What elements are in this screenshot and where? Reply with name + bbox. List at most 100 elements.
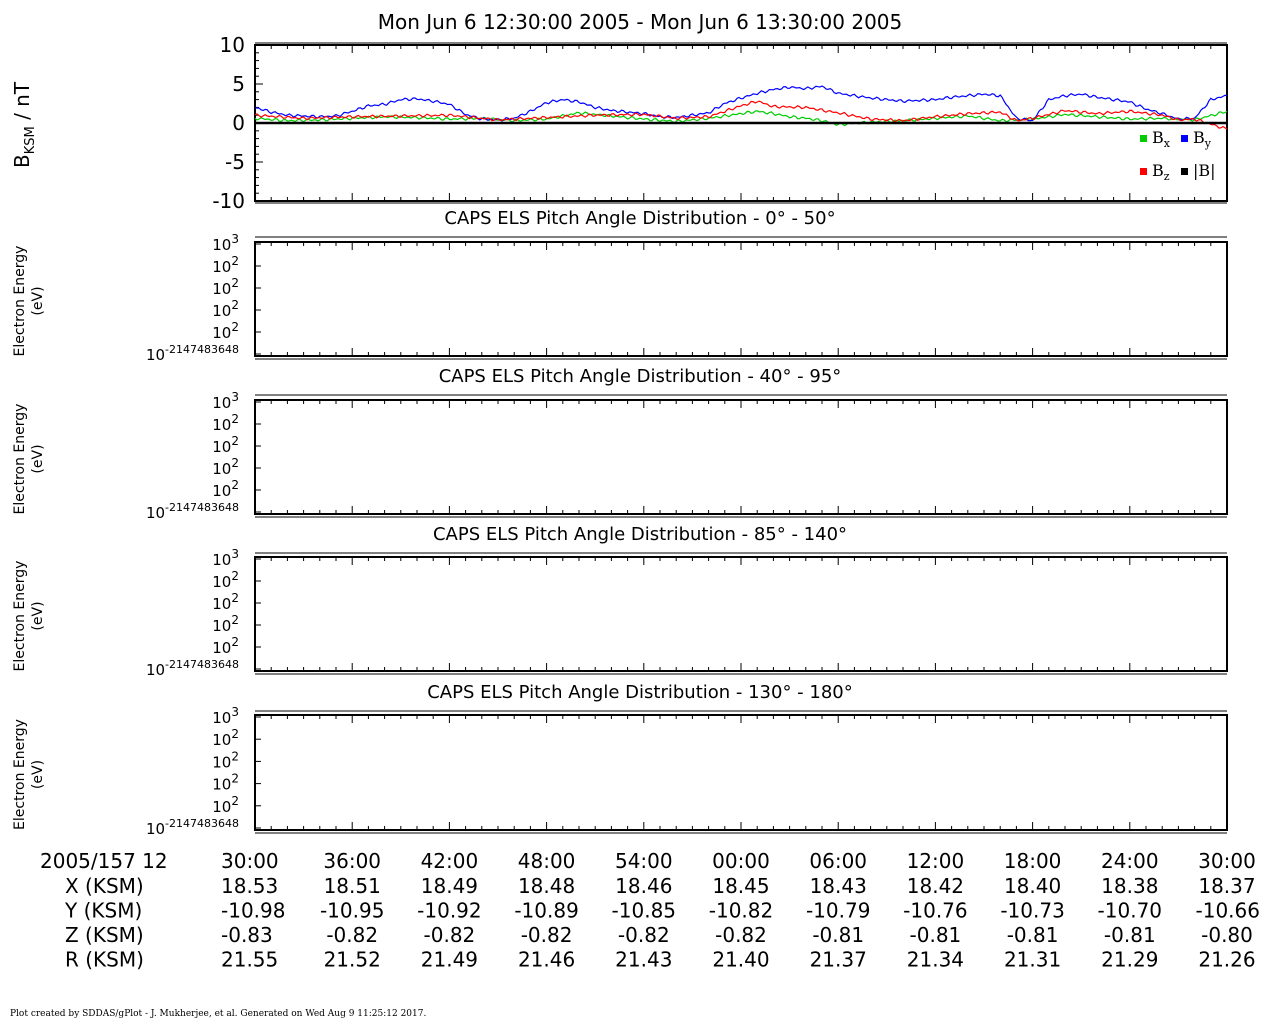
- legend-label: By: [1193, 128, 1212, 150]
- pad-panel-1-ytick-label: 103: [212, 232, 239, 254]
- pad-panel-3-ylabel-line1: Electron Energy: [12, 561, 28, 672]
- ephemeris-value: 18.38: [1101, 874, 1158, 898]
- ephemeris-value: 21.37: [810, 948, 867, 972]
- ephemeris-value: 21.55: [221, 948, 278, 972]
- pad-panel-3-ytick-label: 102: [212, 591, 239, 613]
- ephemeris-time-tick: 06:00: [809, 849, 867, 873]
- pad-panel-3-ytick-label: 103: [212, 547, 239, 569]
- ephemeris-value: 21.34: [907, 948, 964, 972]
- ephemeris-value: -0.82: [715, 923, 767, 947]
- ephemeris-value: -0.82: [424, 923, 476, 947]
- legend-swatch: [1181, 135, 1188, 142]
- ephemeris-value: -0.83: [221, 923, 273, 947]
- pad-panel-4-ytick-label: 102: [212, 749, 239, 771]
- ephemeris-value: 21.29: [1101, 948, 1158, 972]
- pad-panel-1-ylabel-line1: Electron Energy: [12, 246, 28, 357]
- ephemeris-value: 18.45: [712, 874, 769, 898]
- ephemeris-value: -0.82: [326, 923, 378, 947]
- legend-label: Bx: [1152, 128, 1171, 150]
- ephemeris-value: 21.52: [324, 948, 381, 972]
- pad-panel-2-frame: [254, 399, 1228, 515]
- pad-panel-4-ytick-label: 102: [212, 772, 239, 794]
- mag-ytick-label: 10: [220, 33, 245, 57]
- ephemeris-value: 18.42: [907, 874, 964, 898]
- ephemeris-value: 21.49: [421, 948, 478, 972]
- pad-panel-3-frame: [254, 556, 1228, 672]
- ephemeris-value: 18.40: [1004, 874, 1061, 898]
- ephemeris-value: 21.26: [1198, 948, 1255, 972]
- ephemeris-row-label: X (KSM): [65, 874, 144, 898]
- ephemeris-value: -0.82: [618, 923, 670, 947]
- ephemeris-value: 21.40: [712, 948, 769, 972]
- ephemeris-value: -10.79: [806, 899, 870, 923]
- ephemeris-time-tick: 30:00: [1198, 849, 1256, 873]
- ephemeris-time-tick: 12:00: [907, 849, 965, 873]
- ephemeris-value: -10.89: [514, 899, 578, 923]
- ephemeris-value: -10.70: [1098, 899, 1162, 923]
- pad-panel-2-ytick-label: 102: [212, 412, 239, 434]
- ephemeris-time-tick: 42:00: [421, 849, 479, 873]
- pad-panel-4-ytick-label: 102: [212, 727, 239, 749]
- pad-panel-3-ylabel-line2: (eV): [30, 601, 46, 630]
- ephemeris-value: 18.46: [615, 874, 672, 898]
- pad-panel-1-ytick-label: 102: [212, 298, 239, 320]
- pad-panel-2-ylabel-line2: (eV): [30, 444, 46, 473]
- ephemeris-value: -10.66: [1196, 899, 1260, 923]
- pad-panel-4-ylabel-line1: Electron Energy: [12, 719, 28, 830]
- pad-panel-2-title: CAPS ELS Pitch Angle Distribution - 40° …: [439, 366, 842, 387]
- pad-panel-1-ytick-label: 102: [212, 254, 239, 276]
- ephemeris-time-tick: 48:00: [518, 849, 576, 873]
- pad-panel-3-ytick-label: 102: [212, 569, 239, 591]
- ephemeris-time-tick: 54:00: [615, 849, 673, 873]
- legend-swatch: [1140, 168, 1147, 175]
- mag-ytick-label: 0: [232, 111, 245, 135]
- ephemeris-value: 18.37: [1198, 874, 1255, 898]
- series-line-Bx: [254, 110, 1228, 127]
- ephemeris-value: 18.51: [324, 874, 381, 898]
- ephemeris-date-label: 2005/157 12: [40, 849, 168, 873]
- pad-panel-2-ytick-label: 102: [212, 478, 239, 500]
- pad-panel-3-ytick-label: 102: [212, 613, 239, 635]
- ephemeris-value: 21.46: [518, 948, 575, 972]
- ephemeris-value: -10.76: [903, 899, 967, 923]
- ephemeris-value: -0.82: [521, 923, 573, 947]
- pad-panel-2-ylabel-line1: Electron Energy: [12, 404, 28, 515]
- ephemeris-value: -10.95: [320, 899, 384, 923]
- pad-panel-2-ytick-label: 103: [212, 390, 239, 412]
- plot-title: Mon Jun 6 12:30:00 2005 - Mon Jun 6 13:3…: [378, 10, 903, 34]
- mag-ytick-label: -10: [212, 189, 245, 213]
- pad-panel-2-ytick-label: 102: [212, 434, 239, 456]
- ephemeris-value: -10.73: [1000, 899, 1064, 923]
- ephemeris-row-label: R (KSM): [65, 948, 144, 972]
- ephemeris-value: 21.31: [1004, 948, 1061, 972]
- ephemeris-time-tick: 00:00: [712, 849, 770, 873]
- legend-swatch: [1181, 168, 1188, 175]
- pad-panel-4-ylabel-line2: (eV): [30, 760, 46, 789]
- pad-panel-1-title: CAPS ELS Pitch Angle Distribution - 0° -…: [444, 208, 835, 229]
- legend-swatch: [1140, 135, 1147, 142]
- pad-panel-1-ytick-label: 102: [212, 320, 239, 342]
- pad-panel-4-ytick-label: 103: [212, 705, 239, 727]
- ephemeris-value: 18.53: [221, 874, 278, 898]
- pad-panel-4-ytick-label: 10-2147483648: [146, 817, 239, 838]
- ephemeris-value: -0.81: [812, 923, 864, 947]
- pad-panel-3-ytick-label: 10-2147483648: [146, 658, 239, 679]
- ephemeris-value: 18.43: [810, 874, 867, 898]
- ephemeris-value: -0.81: [910, 923, 962, 947]
- ephemeris-value: -10.82: [709, 899, 773, 923]
- legend-label: |B|: [1193, 161, 1216, 180]
- pad-panel-1-ytick-label: 10-2147483648: [146, 343, 239, 364]
- pad-panel-1-ylabel-line2: (eV): [30, 286, 46, 315]
- ephemeris-value: 18.48: [518, 874, 575, 898]
- mag-ytick-label: 5: [232, 72, 245, 96]
- pad-panel-4-ytick-label: 102: [212, 794, 239, 816]
- ephemeris-time-tick: 24:00: [1101, 849, 1159, 873]
- ephemeris-value: -0.80: [1201, 923, 1253, 947]
- ephemeris-value: -0.81: [1104, 923, 1156, 947]
- ephemeris-value: -10.98: [221, 899, 285, 923]
- pad-panel-1-ytick-label: 102: [212, 276, 239, 298]
- ephemeris-time-tick: 36:00: [323, 849, 381, 873]
- ephemeris-time-tick: 30:00: [221, 849, 279, 873]
- pad-panel-3-title: CAPS ELS Pitch Angle Distribution - 85° …: [433, 524, 847, 545]
